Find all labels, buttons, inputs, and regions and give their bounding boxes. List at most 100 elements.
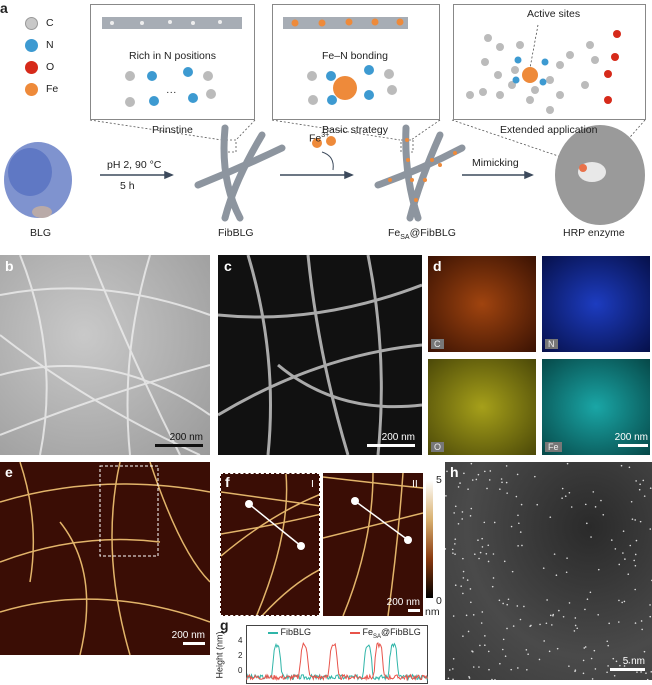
atom-dot xyxy=(445,548,447,550)
atom-dot xyxy=(485,552,488,555)
atom-dot xyxy=(484,635,486,637)
atom-dot xyxy=(613,674,616,677)
atom-dot xyxy=(641,628,643,631)
atom-dot xyxy=(516,605,519,607)
atom-dot xyxy=(477,473,480,476)
blg-protein-icon xyxy=(4,142,72,218)
fesa-post: @FibBLG xyxy=(409,227,456,239)
atom-dot xyxy=(501,481,503,484)
fe-ion-text: Fe xyxy=(309,132,322,145)
atom-fe-icon xyxy=(25,82,38,96)
atom-dot xyxy=(542,567,545,569)
atom-dot xyxy=(519,618,522,621)
atom-dot xyxy=(462,570,465,573)
atom-dot xyxy=(568,491,571,494)
f-tag-i: I xyxy=(311,478,314,490)
height-profile-plot xyxy=(246,625,428,684)
atom-dot xyxy=(445,495,447,497)
atom-dot xyxy=(516,473,519,476)
panel-label-f: f xyxy=(225,474,230,490)
scale-bar-line xyxy=(183,642,205,645)
map-tag: C xyxy=(431,339,444,349)
atom-dot xyxy=(491,585,494,588)
panel-label-d: d xyxy=(433,258,442,274)
atom-dot xyxy=(467,488,469,490)
atom-dot xyxy=(608,622,610,625)
atom-dot xyxy=(517,545,519,547)
legend-fe: Fe xyxy=(25,78,58,100)
eds-map-fe: Fe xyxy=(542,359,650,455)
atom-dot xyxy=(612,657,615,660)
atom-dot xyxy=(470,462,473,465)
inset-pristine xyxy=(90,4,255,120)
atom-dot xyxy=(487,650,490,653)
atom-dot xyxy=(452,678,454,680)
hrp-enzyme-label: HRP enzyme xyxy=(563,227,625,239)
atom-dot xyxy=(492,553,495,555)
scale-bar-line xyxy=(367,444,415,447)
atom-dot xyxy=(461,518,464,520)
atom-dot xyxy=(475,478,478,481)
atom-dot xyxy=(562,615,565,618)
afm-image-f-ii xyxy=(323,473,423,616)
atom-dot xyxy=(447,677,450,680)
atom-dot xyxy=(546,599,548,601)
atom-dot xyxy=(480,622,483,624)
atom-dot xyxy=(506,603,509,606)
atom-dot xyxy=(643,495,646,497)
atom-c-icon xyxy=(25,16,38,30)
atom-dot xyxy=(515,495,518,498)
atom-dot xyxy=(468,677,471,679)
legend-swatch xyxy=(350,631,360,634)
atom-dot xyxy=(499,488,501,490)
atom-dot xyxy=(574,617,577,619)
atom-dot xyxy=(519,531,522,533)
atom-dot xyxy=(634,553,637,556)
panel-label-a: a xyxy=(0,0,8,16)
atom-dot xyxy=(481,537,483,540)
atom-dot xyxy=(502,638,505,641)
scale-bar-line xyxy=(618,444,648,447)
scale-text: 200 nm xyxy=(614,432,648,443)
atom-dot xyxy=(454,505,457,508)
legend-label: O xyxy=(46,61,55,73)
atom-dot xyxy=(506,627,508,630)
series-line-1 xyxy=(246,642,428,682)
atom-dot xyxy=(462,577,465,579)
atom-dot xyxy=(586,522,588,525)
atom-dot xyxy=(584,608,586,611)
g-legend-fibblg: FibBLG xyxy=(268,627,311,637)
legend-c: C xyxy=(25,12,58,34)
legend-o: O xyxy=(25,56,58,78)
atom-dot xyxy=(606,671,608,674)
scale-bar-line xyxy=(155,444,203,447)
atom-dot xyxy=(649,615,652,618)
hrp-enzyme-icon xyxy=(555,125,645,225)
atom-dot xyxy=(583,647,586,649)
atom-dot xyxy=(649,487,652,489)
atom-dot xyxy=(489,470,492,472)
atom-dot xyxy=(634,519,636,521)
atom-dot xyxy=(629,544,632,547)
atom-dot xyxy=(463,472,465,475)
atom-dot xyxy=(568,602,571,604)
atom-dot xyxy=(635,480,637,482)
legend-label: C xyxy=(46,17,54,29)
scale-text: 5 nm xyxy=(622,656,645,667)
atom-dot xyxy=(586,598,589,601)
atom-dot xyxy=(448,669,451,671)
atom-dot xyxy=(498,599,501,602)
atom-dot xyxy=(597,568,600,571)
g-ylabel: Height (nm) xyxy=(214,631,225,679)
eds-map-n: N xyxy=(542,256,650,352)
g-legend-fesa: FeSA@FibBLG xyxy=(350,627,421,640)
atom-dot xyxy=(520,503,523,506)
legend-swatch xyxy=(268,631,278,634)
atom-dot xyxy=(574,670,576,673)
atom-dot xyxy=(465,614,468,617)
colorbar-min: 0 xyxy=(436,595,442,607)
atom-dot xyxy=(493,521,496,524)
atom-dot xyxy=(460,585,462,587)
atom-dot xyxy=(634,588,636,591)
map-tag: N xyxy=(545,339,558,349)
